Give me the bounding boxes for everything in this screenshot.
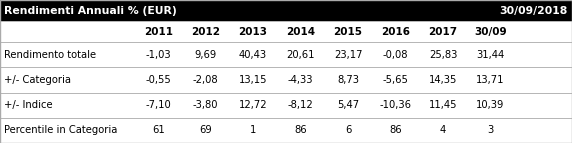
Text: -0,08: -0,08 xyxy=(383,50,408,60)
Text: 1: 1 xyxy=(250,125,256,135)
Text: 6: 6 xyxy=(345,125,351,135)
Text: 30/09/2018: 30/09/2018 xyxy=(500,6,568,15)
Text: -4,33: -4,33 xyxy=(288,75,313,85)
Text: -8,12: -8,12 xyxy=(288,100,313,110)
Text: 2017: 2017 xyxy=(428,27,458,37)
Text: -10,36: -10,36 xyxy=(380,100,411,110)
Text: 10,39: 10,39 xyxy=(476,100,505,110)
Text: 4: 4 xyxy=(440,125,446,135)
Bar xyxy=(0,42,572,67)
Text: 13,71: 13,71 xyxy=(476,75,505,85)
Text: 2013: 2013 xyxy=(239,27,268,37)
Bar xyxy=(0,0,572,21)
Text: 31,44: 31,44 xyxy=(476,50,505,60)
Text: 23,17: 23,17 xyxy=(334,50,362,60)
Text: -1,03: -1,03 xyxy=(145,50,171,60)
Text: +/- Indice: +/- Indice xyxy=(4,100,53,110)
Bar xyxy=(0,21,572,42)
Text: 20,61: 20,61 xyxy=(287,50,315,60)
Text: +/- Categoria: +/- Categoria xyxy=(4,75,71,85)
Text: -5,65: -5,65 xyxy=(383,75,408,85)
Text: Percentile in Categoria: Percentile in Categoria xyxy=(4,125,117,135)
Text: Rendimenti Annuali % (EUR): Rendimenti Annuali % (EUR) xyxy=(4,6,177,15)
Text: 9,69: 9,69 xyxy=(194,50,217,60)
Text: 8,73: 8,73 xyxy=(337,75,359,85)
Text: -2,08: -2,08 xyxy=(193,75,219,85)
Text: 86: 86 xyxy=(294,125,307,135)
Text: 30/09: 30/09 xyxy=(474,27,507,37)
Text: 2012: 2012 xyxy=(191,27,220,37)
Text: 3: 3 xyxy=(487,125,494,135)
Text: 2016: 2016 xyxy=(381,27,410,37)
Text: 14,35: 14,35 xyxy=(429,75,457,85)
Text: -7,10: -7,10 xyxy=(145,100,171,110)
Text: 86: 86 xyxy=(389,125,402,135)
Text: 13,15: 13,15 xyxy=(239,75,267,85)
Text: 2011: 2011 xyxy=(144,27,173,37)
Text: -3,80: -3,80 xyxy=(193,100,219,110)
Text: 12,72: 12,72 xyxy=(239,100,268,110)
Bar xyxy=(0,67,572,93)
Bar xyxy=(0,118,572,143)
Text: 11,45: 11,45 xyxy=(429,100,457,110)
Text: 69: 69 xyxy=(199,125,212,135)
Bar xyxy=(0,93,572,118)
Text: -0,55: -0,55 xyxy=(145,75,171,85)
Text: 2015: 2015 xyxy=(333,27,363,37)
Text: 25,83: 25,83 xyxy=(429,50,457,60)
Text: 2014: 2014 xyxy=(286,27,315,37)
Text: 40,43: 40,43 xyxy=(239,50,267,60)
Text: 5,47: 5,47 xyxy=(337,100,359,110)
Text: 61: 61 xyxy=(152,125,165,135)
Text: Rendimento totale: Rendimento totale xyxy=(4,50,96,60)
